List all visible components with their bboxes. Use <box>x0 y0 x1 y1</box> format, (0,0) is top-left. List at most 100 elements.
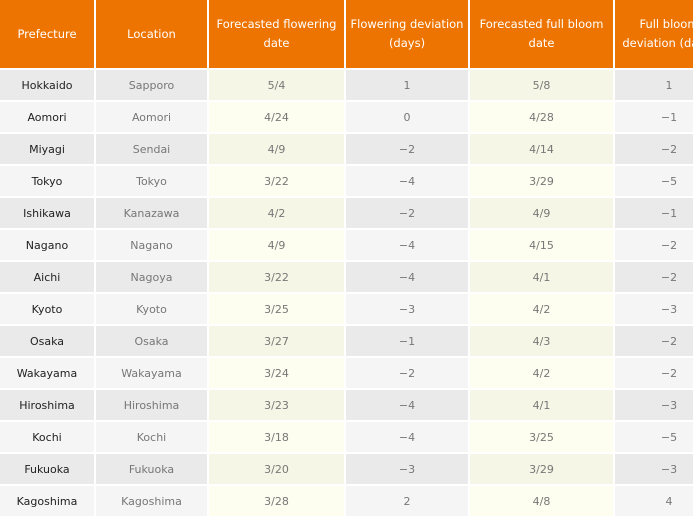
cell-flowering-deviation: 0 <box>346 102 468 132</box>
cell-full-bloom-date: 4/8 <box>470 486 613 516</box>
cell-full-bloom-deviation: −3 <box>615 294 693 324</box>
cell-prefecture: Nagano <box>0 230 94 260</box>
cell-full-bloom-date: 4/28 <box>470 102 613 132</box>
cell-location: Kanazawa <box>96 198 207 228</box>
cell-full-bloom-deviation: −5 <box>615 166 693 196</box>
header-flowering-date: Forecasted flowering date <box>209 0 344 68</box>
table-row: Wakayama Wakayama 3/24 −2 4/2 −2 <box>0 358 693 388</box>
cell-prefecture: Aomori <box>0 102 94 132</box>
cell-flowering-deviation: −4 <box>346 230 468 260</box>
cell-location: Hiroshima <box>96 390 207 420</box>
header-flowering-deviation: Flowering deviation (days) <box>346 0 468 68</box>
cell-flowering-deviation: −4 <box>346 390 468 420</box>
cell-flowering-deviation: −4 <box>346 262 468 292</box>
cell-full-bloom-date: 4/2 <box>470 358 613 388</box>
cell-full-bloom-date: 4/3 <box>470 326 613 356</box>
cell-flowering-deviation: −3 <box>346 454 468 484</box>
cell-full-bloom-deviation: −5 <box>615 422 693 452</box>
table-row: Kyoto Kyoto 3/25 −3 4/2 −3 <box>0 294 693 324</box>
cell-location: Kochi <box>96 422 207 452</box>
cell-location: Kagoshima <box>96 486 207 516</box>
cell-full-bloom-date: 3/25 <box>470 422 613 452</box>
cell-prefecture: Aichi <box>0 262 94 292</box>
cell-full-bloom-date: 4/2 <box>470 294 613 324</box>
table-row: Tokyo Tokyo 3/22 −4 3/29 −5 <box>0 166 693 196</box>
cell-flowering-deviation: −2 <box>346 198 468 228</box>
cell-location: Fukuoka <box>96 454 207 484</box>
cell-flowering-deviation: 2 <box>346 486 468 516</box>
header-full-bloom-deviation: Full bloom deviation (days) <box>615 0 693 68</box>
cell-location: Nagoya <box>96 262 207 292</box>
cell-location: Wakayama <box>96 358 207 388</box>
cell-flowering-date: 3/28 <box>209 486 344 516</box>
table-row: Hokkaido Sapporo 5/4 1 5/8 1 <box>0 70 693 100</box>
header-prefecture: Prefecture <box>0 0 94 68</box>
header-location: Location <box>96 0 207 68</box>
cell-location: Kyoto <box>96 294 207 324</box>
cell-flowering-date: 3/24 <box>209 358 344 388</box>
cell-flowering-date: 4/2 <box>209 198 344 228</box>
table-body: Hokkaido Sapporo 5/4 1 5/8 1 Aomori Aomori 4/24 0… <box>0 70 693 516</box>
cell-full-bloom-deviation: −3 <box>615 390 693 420</box>
cell-flowering-deviation: 1 <box>346 70 468 100</box>
cell-location: Osaka <box>96 326 207 356</box>
cell-full-bloom-deviation: −2 <box>615 230 693 260</box>
cell-flowering-date: 5/4 <box>209 70 344 100</box>
cell-full-bloom-deviation: −1 <box>615 198 693 228</box>
cell-prefecture: Hokkaido <box>0 70 94 100</box>
cell-flowering-date: 3/27 <box>209 326 344 356</box>
cell-location: Aomori <box>96 102 207 132</box>
cell-flowering-deviation: −3 <box>346 294 468 324</box>
table-row: Nagano Nagano 4/9 −4 4/15 −2 <box>0 230 693 260</box>
cell-full-bloom-date: 4/1 <box>470 262 613 292</box>
cell-flowering-date: 3/22 <box>209 262 344 292</box>
cell-full-bloom-date: 4/9 <box>470 198 613 228</box>
table-row: Aomori Aomori 4/24 0 4/28 −1 <box>0 102 693 132</box>
table-row: Aichi Nagoya 3/22 −4 4/1 −2 <box>0 262 693 292</box>
cell-prefecture: Osaka <box>0 326 94 356</box>
cell-flowering-date: 3/23 <box>209 390 344 420</box>
cell-location: Nagano <box>96 230 207 260</box>
cell-full-bloom-deviation: 1 <box>615 70 693 100</box>
cell-flowering-deviation: −2 <box>346 358 468 388</box>
cell-location: Tokyo <box>96 166 207 196</box>
table-header-row: Prefecture Location Forecasted flowering… <box>0 0 693 68</box>
cell-full-bloom-deviation: 4 <box>615 486 693 516</box>
table-row: Kochi Kochi 3/18 −4 3/25 −5 <box>0 422 693 452</box>
cell-full-bloom-deviation: −2 <box>615 326 693 356</box>
cell-flowering-deviation: −2 <box>346 134 468 164</box>
table-row: Fukuoka Fukuoka 3/20 −3 3/29 −3 <box>0 454 693 484</box>
table-row: Miyagi Sendai 4/9 −2 4/14 −2 <box>0 134 693 164</box>
cell-full-bloom-date: 4/1 <box>470 390 613 420</box>
cell-flowering-deviation: −1 <box>346 326 468 356</box>
cell-prefecture: Ishikawa <box>0 198 94 228</box>
cell-prefecture: Kagoshima <box>0 486 94 516</box>
table-row: Kagoshima Kagoshima 3/28 2 4/8 4 <box>0 486 693 516</box>
cell-full-bloom-deviation: −2 <box>615 262 693 292</box>
cell-flowering-deviation: −4 <box>346 166 468 196</box>
table-row: Ishikawa Kanazawa 4/2 −2 4/9 −1 <box>0 198 693 228</box>
cell-prefecture: Hiroshima <box>0 390 94 420</box>
cell-location: Sapporo <box>96 70 207 100</box>
cell-full-bloom-deviation: −3 <box>615 454 693 484</box>
table-row: Hiroshima Hiroshima 3/23 −4 4/1 −3 <box>0 390 693 420</box>
cell-full-bloom-deviation: −1 <box>615 102 693 132</box>
cell-full-bloom-date: 3/29 <box>470 454 613 484</box>
cell-full-bloom-deviation: −2 <box>615 134 693 164</box>
cell-prefecture: Miyagi <box>0 134 94 164</box>
cell-full-bloom-deviation: −2 <box>615 358 693 388</box>
cell-prefecture: Kochi <box>0 422 94 452</box>
cell-flowering-date: 4/9 <box>209 230 344 260</box>
cell-flowering-date: 3/25 <box>209 294 344 324</box>
cell-full-bloom-date: 4/15 <box>470 230 613 260</box>
cell-prefecture: Wakayama <box>0 358 94 388</box>
cell-flowering-date: 4/24 <box>209 102 344 132</box>
table-row: Osaka Osaka 3/27 −1 4/3 −2 <box>0 326 693 356</box>
cell-full-bloom-date: 3/29 <box>470 166 613 196</box>
cell-flowering-deviation: −4 <box>346 422 468 452</box>
cell-flowering-date: 3/20 <box>209 454 344 484</box>
cell-prefecture: Kyoto <box>0 294 94 324</box>
cell-location: Sendai <box>96 134 207 164</box>
